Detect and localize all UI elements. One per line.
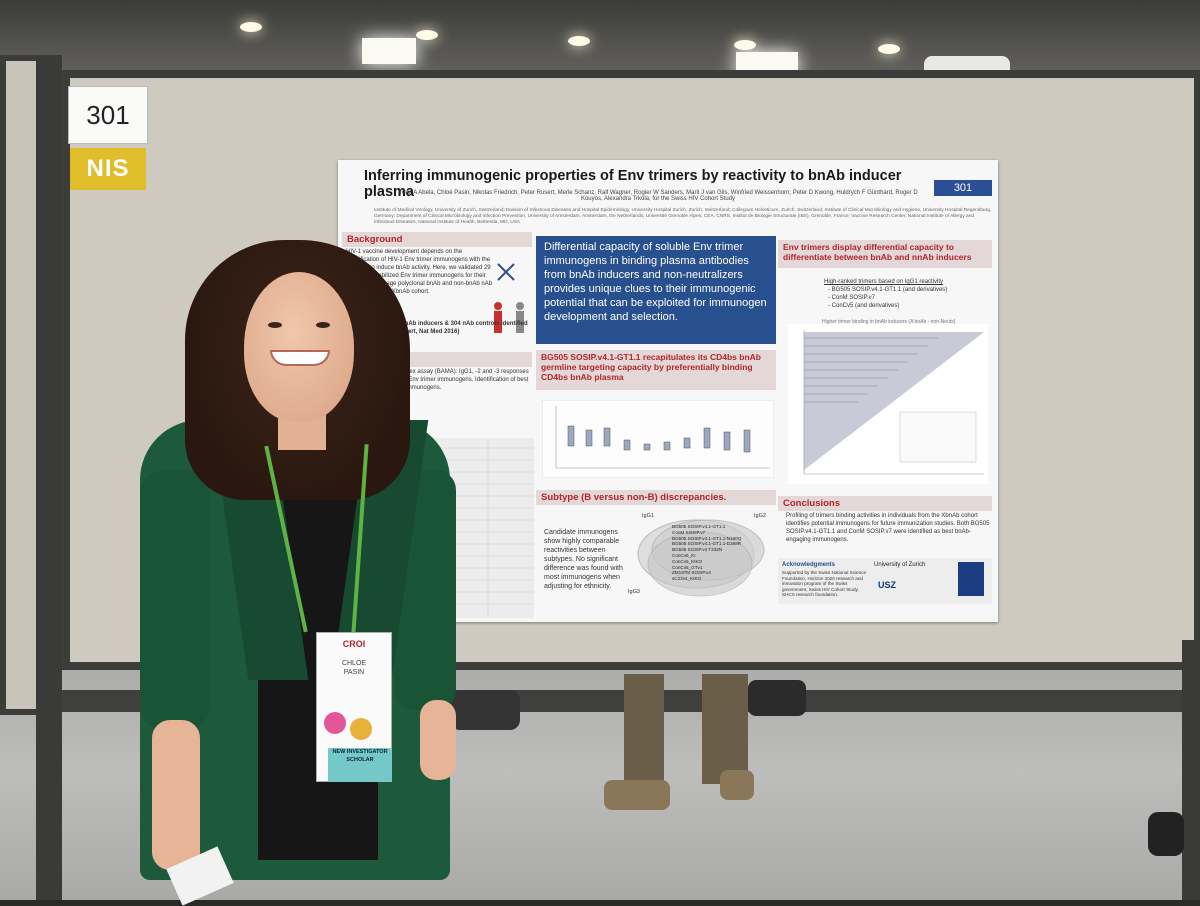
poster-authors: Irene A Abela, Chloé Pasin, Nikolas Frie… <box>398 190 918 202</box>
venn-item: ZM197M SOSIP.v4 <box>672 570 711 576</box>
conclusions-text: Profiling of trimers binding activities … <box>786 513 990 543</box>
ack-heading: Acknowledgments <box>782 562 836 568</box>
chart-caption: Higher trimer binding in bnAb inducers (… <box>822 319 956 325</box>
shoe <box>604 780 670 810</box>
right-list-item: - ConM SOSIP.v7 <box>828 295 875 301</box>
result2-heading: Subtype (B versus non-B) discrepancies. <box>536 490 776 505</box>
ack-text: Supported by the Swiss National Science … <box>782 570 867 598</box>
acknowledgments-box: Acknowledgments Supported by the Swiss N… <box>778 558 992 604</box>
booth-number-sign: 301 <box>68 86 148 144</box>
poster-number: 301 <box>934 180 992 196</box>
venn-item: ConCv5_KIKO <box>672 558 703 564</box>
ceiling-light <box>878 44 900 54</box>
ceiling-light-panel <box>362 38 416 64</box>
badge-sticker <box>350 718 372 740</box>
badge-ribbon: NEW INVESTIGATOR SCHOLAR <box>328 748 392 782</box>
usz-logo: USZ <box>878 580 896 590</box>
shoe <box>1148 812 1184 856</box>
booth-tag-sign: NIS <box>70 148 146 190</box>
ranking-chart <box>788 324 988 484</box>
eye <box>268 322 282 328</box>
venn-item: ConCv5_KI <box>672 552 696 558</box>
board-post <box>1182 640 1200 900</box>
right-heading: Env trimers display differential capacit… <box>778 240 992 268</box>
ceiling-light <box>240 22 262 32</box>
result1-heading: BG505 SOSIP.v4.1-GT1.1 recapitulates its… <box>536 350 776 390</box>
badge-logo: CROI <box>342 639 366 649</box>
result1-boxplot <box>542 400 774 478</box>
conclusions-heading: Conclusions <box>778 496 992 511</box>
venn-item: ConM SOSIP.v7 <box>672 529 706 535</box>
venn-item: BG505 SOSIP.v4.1-GT1.1-N160Q <box>672 535 742 541</box>
key-finding-box: Differential capacity of soluble Env tri… <box>536 236 776 344</box>
right-list-title: High-ranked trimers based on IgG1 reacti… <box>824 279 944 285</box>
poster-title: Inferring immunogenic properties of Env … <box>364 168 902 200</box>
uzh-logo: University of Zurich <box>874 562 926 568</box>
board-post <box>36 55 62 900</box>
venn-item: BG505 SOSIP.v4.1-GT1.1 <box>672 524 726 529</box>
venn-label-igg2: IgG2 <box>754 513 766 519</box>
right-list-item: - ConCv5 (and derivatives) <box>828 303 900 309</box>
person-left-arm <box>140 470 210 730</box>
eye <box>316 322 330 328</box>
shcs-logo <box>958 562 984 596</box>
ceiling-light <box>734 40 756 50</box>
venn-items: BG505 SOSIP.v4.1-GT1.1 ConM SOSIP.v7 BG5… <box>672 524 752 582</box>
badge-last-name: PASIN <box>343 669 365 676</box>
passerby-leg <box>702 674 748 784</box>
shoe <box>450 690 520 730</box>
person-left-hand <box>152 720 200 870</box>
shoe <box>748 680 806 716</box>
person-face <box>244 272 354 422</box>
venn-item: BG505 SOSIP.v4 T332N <box>672 547 723 553</box>
right-list-item: - BG505 SOSIP.v4.1-GT1.1 (and derivative… <box>828 287 948 293</box>
result2-text: Candidate immunogens show highly compara… <box>544 529 623 590</box>
person-right-hand <box>420 700 456 780</box>
ceiling-light <box>416 30 438 40</box>
venn-label-igg1: IgG1 <box>642 513 654 519</box>
passerby-leg <box>624 674 664 794</box>
shoe <box>720 770 754 800</box>
ceiling-light <box>568 36 590 46</box>
venn-item: BG505 SOSIP.v4.1-GT1.1-D368R <box>672 541 742 547</box>
badge-first-name: CHLOE <box>341 660 367 667</box>
poster-affiliations: Institute of Medical Virology, Universit… <box>374 208 992 225</box>
cohort-figure-icon <box>494 263 524 333</box>
smile <box>270 350 330 366</box>
venn-item: sC23v4_KIKO <box>672 576 702 582</box>
badge-sticker <box>324 712 346 734</box>
venn-diagram <box>637 519 765 597</box>
venn-item: ConCv5_GTv1 <box>672 564 703 570</box>
background-heading: Background <box>342 232 532 247</box>
venn-label-igg3: IgG3 <box>628 589 640 595</box>
